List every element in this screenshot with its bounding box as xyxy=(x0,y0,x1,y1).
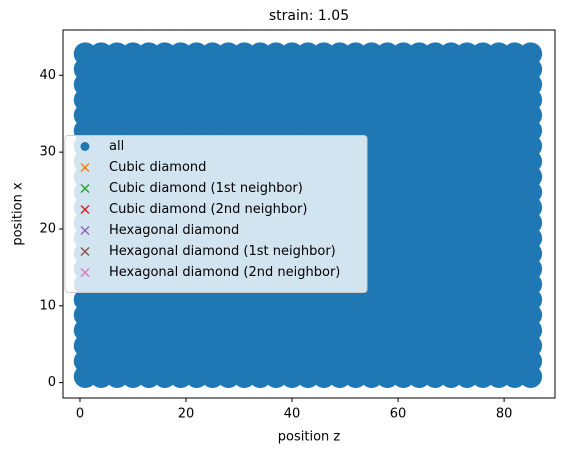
point xyxy=(360,42,384,66)
legend-label: Cubic diamond xyxy=(109,160,206,175)
x-tick-label: 20 xyxy=(178,407,195,422)
legend: all Cubic diamond Cubic diamond (1st neigh… xyxy=(64,135,368,293)
point xyxy=(391,42,415,66)
legend-marker xyxy=(80,183,90,194)
x-tick-label: 0 xyxy=(76,407,84,422)
point xyxy=(169,42,193,66)
legend-label: Hexagonal diamond (2nd neighbor) xyxy=(109,265,340,280)
legend-label: Hexagonal diamond xyxy=(109,223,239,238)
point xyxy=(328,42,352,66)
point xyxy=(519,42,543,66)
point xyxy=(503,42,527,66)
legend-label: Hexagonal diamond (1st neighbor) xyxy=(109,244,336,259)
chart-title: strain: 1.05 xyxy=(269,8,349,24)
y-tick-label: 0 xyxy=(48,375,56,390)
point xyxy=(73,42,97,66)
y-tick-label: 30 xyxy=(39,145,56,160)
point xyxy=(121,42,145,66)
point xyxy=(471,42,495,66)
legend-label: Cubic diamond (2nd neighbor) xyxy=(109,202,307,217)
point xyxy=(248,42,272,66)
legend-marker xyxy=(80,142,90,151)
point xyxy=(264,42,288,66)
x-tick-label: 80 xyxy=(496,407,513,422)
legend-label: all xyxy=(109,139,124,154)
legend-box xyxy=(64,135,368,293)
legend-marker xyxy=(80,267,90,278)
point xyxy=(344,42,368,66)
point xyxy=(407,42,431,66)
legend-marker xyxy=(80,246,90,257)
point xyxy=(455,42,479,66)
point xyxy=(153,42,177,66)
point xyxy=(137,42,161,66)
point xyxy=(423,42,447,66)
legend-marker xyxy=(80,225,90,236)
legend-marker xyxy=(80,162,90,173)
point xyxy=(439,42,463,66)
y-axis-label: position x xyxy=(11,182,26,246)
point xyxy=(232,42,256,66)
point xyxy=(216,42,240,66)
point xyxy=(89,42,113,66)
point xyxy=(296,42,320,66)
x-axis-label: position z xyxy=(278,430,341,445)
point xyxy=(375,42,399,66)
legend-label: Cubic diamond (1st neighbor) xyxy=(109,181,303,196)
point xyxy=(185,42,209,66)
point xyxy=(312,42,336,66)
y-tick-label: 20 xyxy=(39,221,56,236)
point xyxy=(487,42,511,66)
y-tick-label: 10 xyxy=(39,298,56,313)
point xyxy=(105,42,129,66)
point xyxy=(201,42,225,66)
y-tick-label: 40 xyxy=(39,68,56,83)
point xyxy=(280,42,304,66)
x-tick-label: 60 xyxy=(390,407,407,422)
x-tick-label: 40 xyxy=(284,407,301,422)
axes-frame xyxy=(62,29,556,399)
legend-marker xyxy=(80,204,90,215)
